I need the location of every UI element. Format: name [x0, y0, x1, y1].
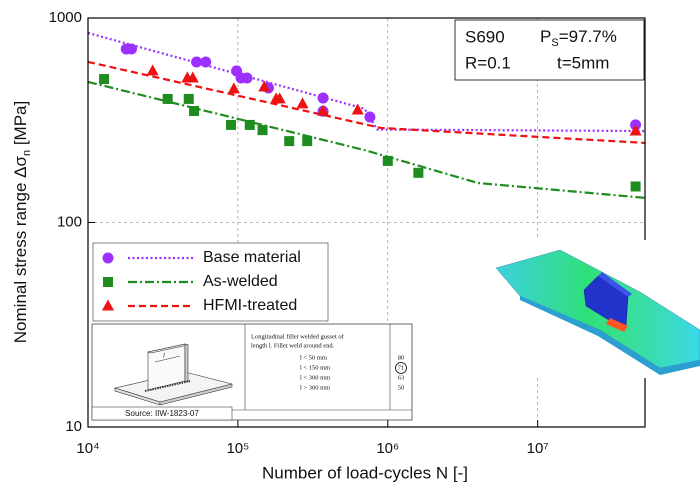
point [189, 106, 199, 116]
point [184, 94, 194, 104]
legend-label: Base material [203, 249, 301, 266]
fe-model [493, 240, 700, 378]
point [226, 120, 236, 130]
legend-marker [103, 277, 113, 287]
point [99, 74, 109, 84]
point [163, 94, 173, 104]
y-axis-label: Nominal stress range Δσn [MPa] [11, 101, 32, 343]
fat-class: 50 [398, 384, 405, 391]
point [383, 156, 393, 166]
legend-label: As-welded [203, 273, 278, 290]
y-tick-label: 100 [57, 213, 82, 230]
inset-description: length l. Fillet weld around end. [251, 342, 335, 349]
point [147, 64, 159, 75]
ps-value: =97.7% [559, 27, 617, 46]
point [245, 120, 255, 130]
point [318, 93, 329, 104]
fat-class: 80 [398, 354, 405, 361]
point [241, 72, 252, 83]
source: Source: IIW-1823-07 [125, 409, 199, 418]
x-axis-label: Number of load-cycles N [-] [262, 463, 468, 482]
annotation: S690 PS=97.7% R=0.1 t=5mm [455, 20, 644, 80]
x-tick-label: 10⁷ [527, 440, 549, 457]
legend-label: HFMI-treated [203, 297, 297, 314]
inset-condition: l < 150 mm [300, 364, 330, 371]
y-tick-label: 1000 [49, 9, 82, 26]
chart: S690 PS=97.7% R=0.1 t=5mm Base material A… [0, 0, 700, 492]
point [297, 97, 309, 108]
fat-class: 71 [398, 364, 405, 371]
inset-description: Longitudinal fillet welded gusset of [251, 333, 345, 340]
legend-marker [103, 253, 114, 264]
legend: Base material As-welded HFMI-treated [93, 243, 328, 321]
ratio: R=0.1 [465, 53, 511, 72]
point [126, 44, 137, 55]
point [200, 57, 211, 68]
point [258, 125, 268, 135]
y-label-main: Nominal stress range Δσ [11, 156, 30, 344]
point [302, 136, 312, 146]
inset-condition: l > 300 mm [300, 384, 330, 391]
point [364, 112, 375, 123]
x-tick-label: 10⁴ [76, 440, 99, 457]
inset-condition: l < 300 mm [300, 374, 330, 381]
inset-condition: l < 50 mm [300, 354, 327, 361]
x-tick-label: 10⁶ [376, 440, 399, 457]
point [631, 181, 641, 191]
ps-symbol: P [540, 27, 551, 46]
length-symbol: l [163, 352, 165, 359]
steel: S690 [465, 27, 505, 46]
ps-sub: S [551, 37, 558, 49]
point [413, 168, 423, 178]
inset-table: l Source: IIW-1823-07 Longitudinal fille… [92, 324, 412, 420]
y-label-unit: [MPa] [11, 101, 30, 150]
y-tick-label: 10 [65, 418, 82, 435]
x-tick-label: 10⁵ [226, 440, 249, 457]
thickness: t=5mm [557, 53, 609, 72]
fat-class: 63 [398, 374, 405, 381]
point [284, 136, 294, 146]
